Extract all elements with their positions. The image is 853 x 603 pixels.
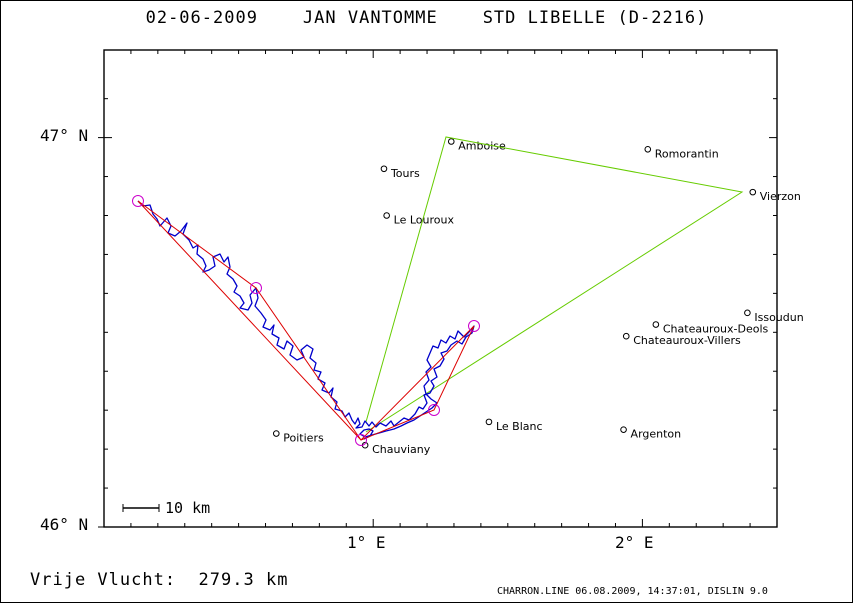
distance-label: Vrije Vlucht: [30,570,177,590]
scale-bar-label: 10 km [165,499,210,517]
place-marker: Vierzon [749,188,801,203]
turnpoint-circle [468,320,480,332]
place-marker: Poitiers [272,430,324,445]
turnpoint-circle [355,434,367,446]
place-dot [383,212,390,219]
place-label: Le Blanc [496,420,543,433]
place-label: Chateauroux-Villers [633,334,741,347]
place-marker: Romorantin [644,145,719,160]
place-marker: Le Blanc [485,418,543,433]
turnpoint-circle [428,404,440,416]
place-dot [380,165,388,173]
lon-label-1e: 1° E [347,533,386,552]
turnpoint-circles [132,195,480,446]
footer-info: CHARRON.LINE 06.08.2009, 14:37:01, DISLI… [497,586,768,597]
place-dot [485,418,493,426]
flight-title: 02-06-2009 JAN VANTOMME STD LIBELLE (D-2… [0,8,853,28]
place-dot [749,188,757,196]
place-label: Amboise [458,140,506,153]
glider-name: STD LIBELLE (D-2216) [482,8,708,28]
optimized-route [137,200,475,441]
place-label: Romorantin [655,147,719,160]
lat-label-46: 46° N [40,515,88,534]
place-label: Vierzon [760,190,801,203]
places-layer: Amboise Romorantin Tours Vierzon Le Louroux I… [272,138,804,456]
place-marker: Chauviany [361,441,431,456]
flight-track [137,200,475,440]
place-label: Le Louroux [394,213,455,226]
pilot-name: JAN VANTOMME [302,8,438,28]
place-marker: Amboise [447,138,506,153]
axis-ticks [98,50,777,528]
place-marker: Chateauroux-Villers [622,332,741,347]
place-dot [622,332,630,340]
distance-value: 279.3 km [198,570,289,590]
place-label: Chauviany [372,443,431,456]
map-border [103,49,778,528]
place-dot [447,138,455,145]
place-marker: Issoudun [744,309,804,324]
place-label: Poitiers [283,432,324,445]
place-dot [744,309,751,317]
lat-label-47: 47° N [40,126,88,145]
place-marker: Argenton [620,426,682,441]
place-dot [644,145,652,153]
place-label: Chateauroux-Deols [663,323,769,336]
place-marker: Le Louroux [383,212,455,226]
place-marker: Chateauroux-Deols [652,321,769,336]
place-dot [620,426,627,433]
free-flight-distance: Vrije Vlucht: 279.3 km [30,570,288,590]
place-marker: Tours [380,165,420,180]
place-label: Argenton [631,428,682,441]
place-label: Tours [390,167,420,180]
place-dot [272,430,280,437]
lon-label-2e: 2° E [615,533,654,552]
place-dot [652,321,660,328]
place-label: Issoudun [754,311,803,324]
flight-date: 02-06-2009 [145,8,258,28]
scale-bar: 10 km [122,499,210,517]
turnpoint-circle [132,195,144,207]
turnpoint-circle [250,282,262,294]
declared-task-line [365,136,744,433]
